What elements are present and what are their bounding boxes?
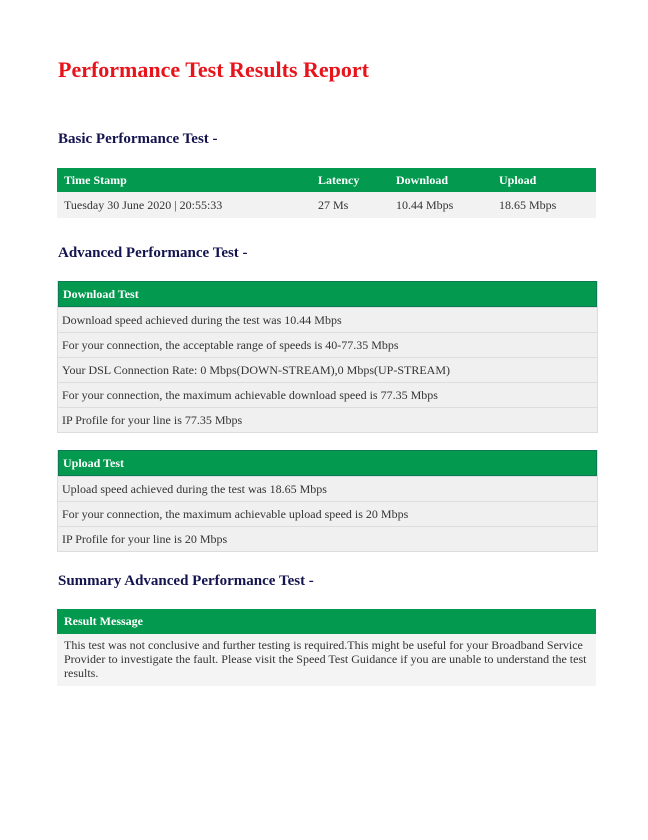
list-item: Upload speed achieved during the test wa… [58, 476, 597, 501]
col-download: Download [396, 173, 449, 187]
cell-latency: 27 Ms [318, 198, 349, 212]
col-timestamp: Time Stamp [64, 173, 127, 187]
page-title: Performance Test Results Report [58, 57, 369, 82]
list-item: For your connection, the maximum achieva… [58, 382, 597, 407]
list-item: Download speed achieved during the test … [58, 307, 597, 332]
list-item: IP Profile for your line is 20 Mbps [58, 526, 597, 551]
cell-timestamp: Tuesday 30 June 2020 | 20:55:33 [64, 198, 223, 212]
col-upload: Upload [499, 173, 537, 187]
cell-download: 10.44 Mbps [396, 198, 454, 212]
table-row: Tuesday 30 June 2020 | 20:55:33 27 Ms 10… [57, 192, 596, 218]
result-header: Result Message [57, 609, 596, 634]
list-item: IP Profile for your line is 77.35 Mbps [58, 407, 597, 432]
upload-test-table: Upload Test Upload speed achieved during… [57, 450, 598, 552]
download-test-header: Download Test [58, 281, 597, 307]
list-item: For your connection, the maximum achieva… [58, 501, 597, 526]
list-item: For your connection, the acceptable rang… [58, 332, 597, 357]
cell-upload: 18.65 Mbps [499, 198, 557, 212]
advanced-heading: Advanced Performance Test - [58, 245, 248, 261]
result-table: Result Message This test was not conclus… [57, 609, 596, 686]
list-item: Your DSL Connection Rate: 0 Mbps(DOWN-ST… [58, 357, 597, 382]
result-message: This test was not conclusive and further… [57, 634, 596, 686]
download-test-table: Download Test Download speed achieved du… [57, 281, 598, 433]
basic-table: Time Stamp Latency Download Upload Tuesd… [57, 168, 596, 218]
table-header: Time Stamp Latency Download Upload [57, 168, 596, 192]
summary-heading: Summary Advanced Performance Test - [58, 573, 314, 589]
basic-heading: Basic Performance Test - [58, 131, 218, 147]
col-latency: Latency [318, 173, 360, 187]
upload-test-header: Upload Test [58, 450, 597, 476]
